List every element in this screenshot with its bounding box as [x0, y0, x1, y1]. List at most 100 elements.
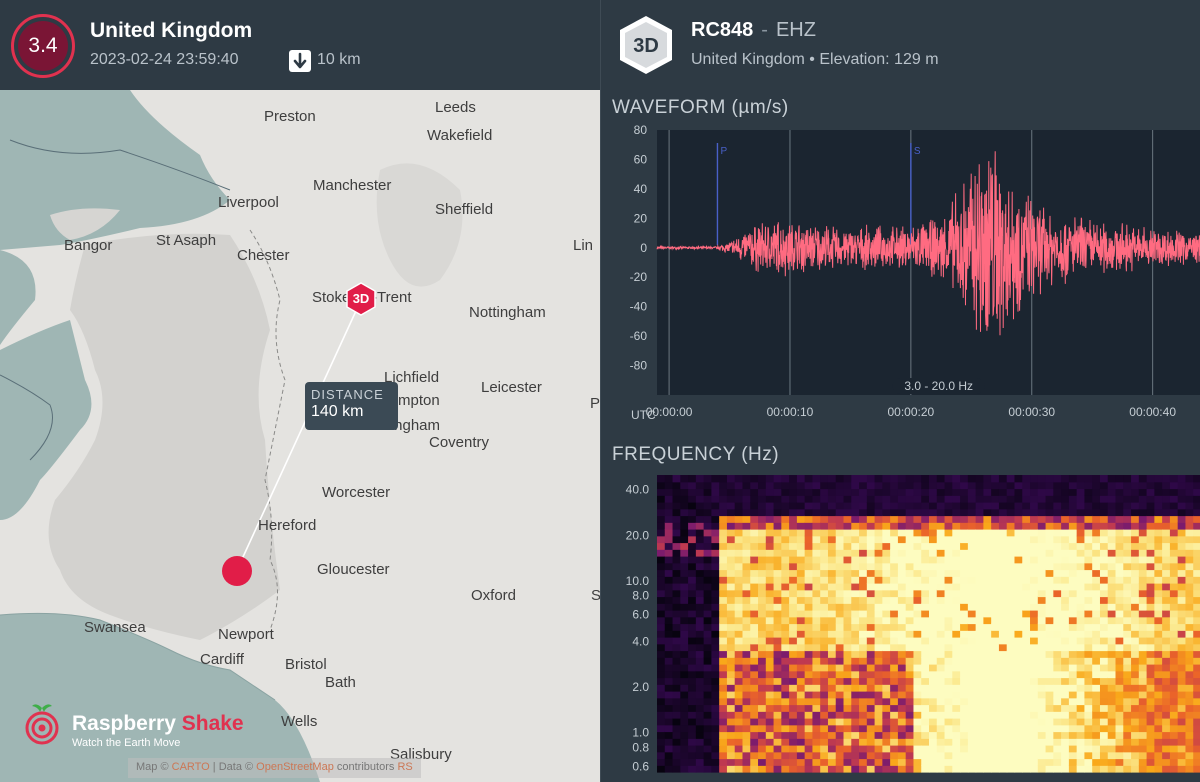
spectrogram-cell	[1131, 515, 1140, 523]
spectrogram-cell	[929, 610, 938, 618]
spectrogram-cell	[781, 697, 790, 706]
spectrogram-cell	[897, 495, 907, 503]
spectrogram-cell	[866, 529, 876, 537]
spectrogram-cell	[789, 556, 798, 564]
spectrogram-cell	[1115, 670, 1124, 679]
spectrogram-cell	[765, 589, 775, 598]
spectrogram-cell	[1123, 670, 1132, 679]
spectrogram-cell	[804, 630, 814, 638]
spectrogram-cell	[711, 731, 720, 739]
spectrogram-cell	[1115, 758, 1124, 766]
spectrogram-cell	[1061, 495, 1070, 503]
spectrogram-cell	[1084, 535, 1093, 544]
spectrogram-cell	[991, 657, 1000, 665]
spectrogram-cell	[929, 758, 938, 766]
station-panel: 3D RC848- EHZ United Kingdom • Elevation:…	[600, 0, 1200, 782]
spectrogram-cell	[1107, 630, 1117, 638]
spectrogram-cell	[734, 697, 744, 706]
spectrogram-cell	[1162, 556, 1171, 564]
spectrogram-cell	[983, 745, 992, 753]
spectrogram-cell	[1014, 691, 1023, 699]
spectrogram-cell	[1022, 697, 1031, 706]
spectrogram-cell	[719, 535, 728, 544]
spectrogram-cell	[657, 549, 666, 557]
spectrogram-cell	[781, 495, 790, 503]
spectrogram-cell	[1123, 481, 1132, 490]
spectrogram-cell	[1138, 583, 1148, 591]
spectrogram-cell	[944, 562, 953, 571]
spectrogram-cell	[1162, 751, 1171, 760]
spectrogram-cell	[851, 704, 860, 712]
attribution-link-rs[interactable]: RS	[397, 761, 413, 773]
spectrogram-cell	[1076, 738, 1086, 746]
spectrogram-cell	[866, 515, 876, 523]
spectrogram-cell	[897, 718, 907, 726]
spectrogram-cell	[688, 562, 697, 571]
spectrogram-cell	[773, 603, 782, 611]
spectrogram-cell	[960, 664, 969, 672]
spectrogram-cell	[1030, 610, 1039, 618]
spectrogram-cell	[897, 684, 907, 692]
spectrogram-cell	[1138, 670, 1148, 679]
attribution-link-carto[interactable]: CARTO	[171, 761, 210, 773]
spectrogram-cell	[796, 569, 806, 577]
spectrogram-cell	[1107, 616, 1117, 625]
spectrogram-cell	[719, 765, 728, 773]
spectrogram-cell	[874, 508, 883, 517]
spectrogram-cell	[758, 596, 767, 604]
spectrogram-cell	[874, 677, 883, 685]
spectrogram-cell	[913, 495, 922, 503]
station-marker[interactable]: 3D	[345, 282, 377, 316]
spectrogram-cell	[688, 718, 697, 726]
spectrogram-cell	[1061, 751, 1070, 760]
spectrogram-cell	[975, 731, 984, 739]
spectrogram-cell	[1084, 475, 1093, 483]
spectrogram-cell	[1045, 481, 1054, 490]
spectrogram-cell	[921, 549, 930, 557]
spectrogram-cell	[1076, 495, 1086, 503]
spectrogram-cell	[765, 610, 775, 618]
spectrogram-cell	[1099, 751, 1109, 760]
spectrogram-cell	[952, 569, 961, 577]
spectrogram-cell	[742, 677, 751, 685]
spectrogram-cell	[983, 684, 992, 692]
spectrogram-cell	[657, 562, 666, 571]
spectrogram-cell	[734, 684, 744, 692]
spectrogram-cell	[944, 697, 953, 706]
waveform-chart[interactable]: 00:00:00 00:00:10 00:00:20 00:00:30 00:00:40…	[601, 125, 1200, 430]
spectrogram-cell	[835, 508, 845, 517]
spectrogram-cell	[726, 670, 736, 679]
spectrogram-cell	[983, 637, 992, 645]
spectrogram-cell	[680, 711, 689, 719]
spectrogram-cell	[1053, 691, 1062, 699]
attribution-link-osm[interactable]: OpenStreetMap	[256, 761, 334, 773]
spectrogram-cell	[750, 738, 759, 746]
spectrogram-cell	[827, 630, 837, 638]
spectrogram-cell	[812, 704, 821, 712]
spectrogram-cell	[952, 738, 961, 746]
spectrogram-cell	[1014, 657, 1023, 665]
epicenter-marker[interactable]	[222, 556, 252, 586]
spectrogram-cell	[781, 758, 790, 766]
spectrogram-cell	[1123, 751, 1132, 760]
spectrogram-cell	[1014, 562, 1023, 571]
spectrogram-cell	[734, 616, 744, 625]
spectrogram-cell	[742, 718, 751, 726]
spectrogram-cell	[1061, 569, 1070, 577]
spectrogram-cell	[1037, 596, 1047, 604]
map-view[interactable]: Preston Leeds Wakefield Manchester Liver…	[0, 90, 600, 782]
spectrogram-cell	[851, 677, 860, 685]
spectrogram-cell	[1185, 535, 1194, 544]
spectrogram-cell	[905, 670, 915, 679]
spectrogram-cell	[734, 691, 744, 699]
spectrogram-cell	[866, 508, 876, 517]
spectrogram-chart[interactable]: 40.020.010.08.06.04.02.01.00.80.6	[601, 472, 1200, 782]
spectrogram-cell	[726, 522, 736, 530]
spectrogram-cell	[1162, 643, 1171, 652]
spectrogram-cell	[859, 495, 868, 503]
spectrogram-cell	[843, 481, 852, 490]
spectrogram-cell	[866, 691, 876, 699]
spectrogram-cell	[657, 738, 666, 746]
spectrogram-cell	[820, 637, 829, 645]
spectrogram-cell	[750, 562, 759, 571]
